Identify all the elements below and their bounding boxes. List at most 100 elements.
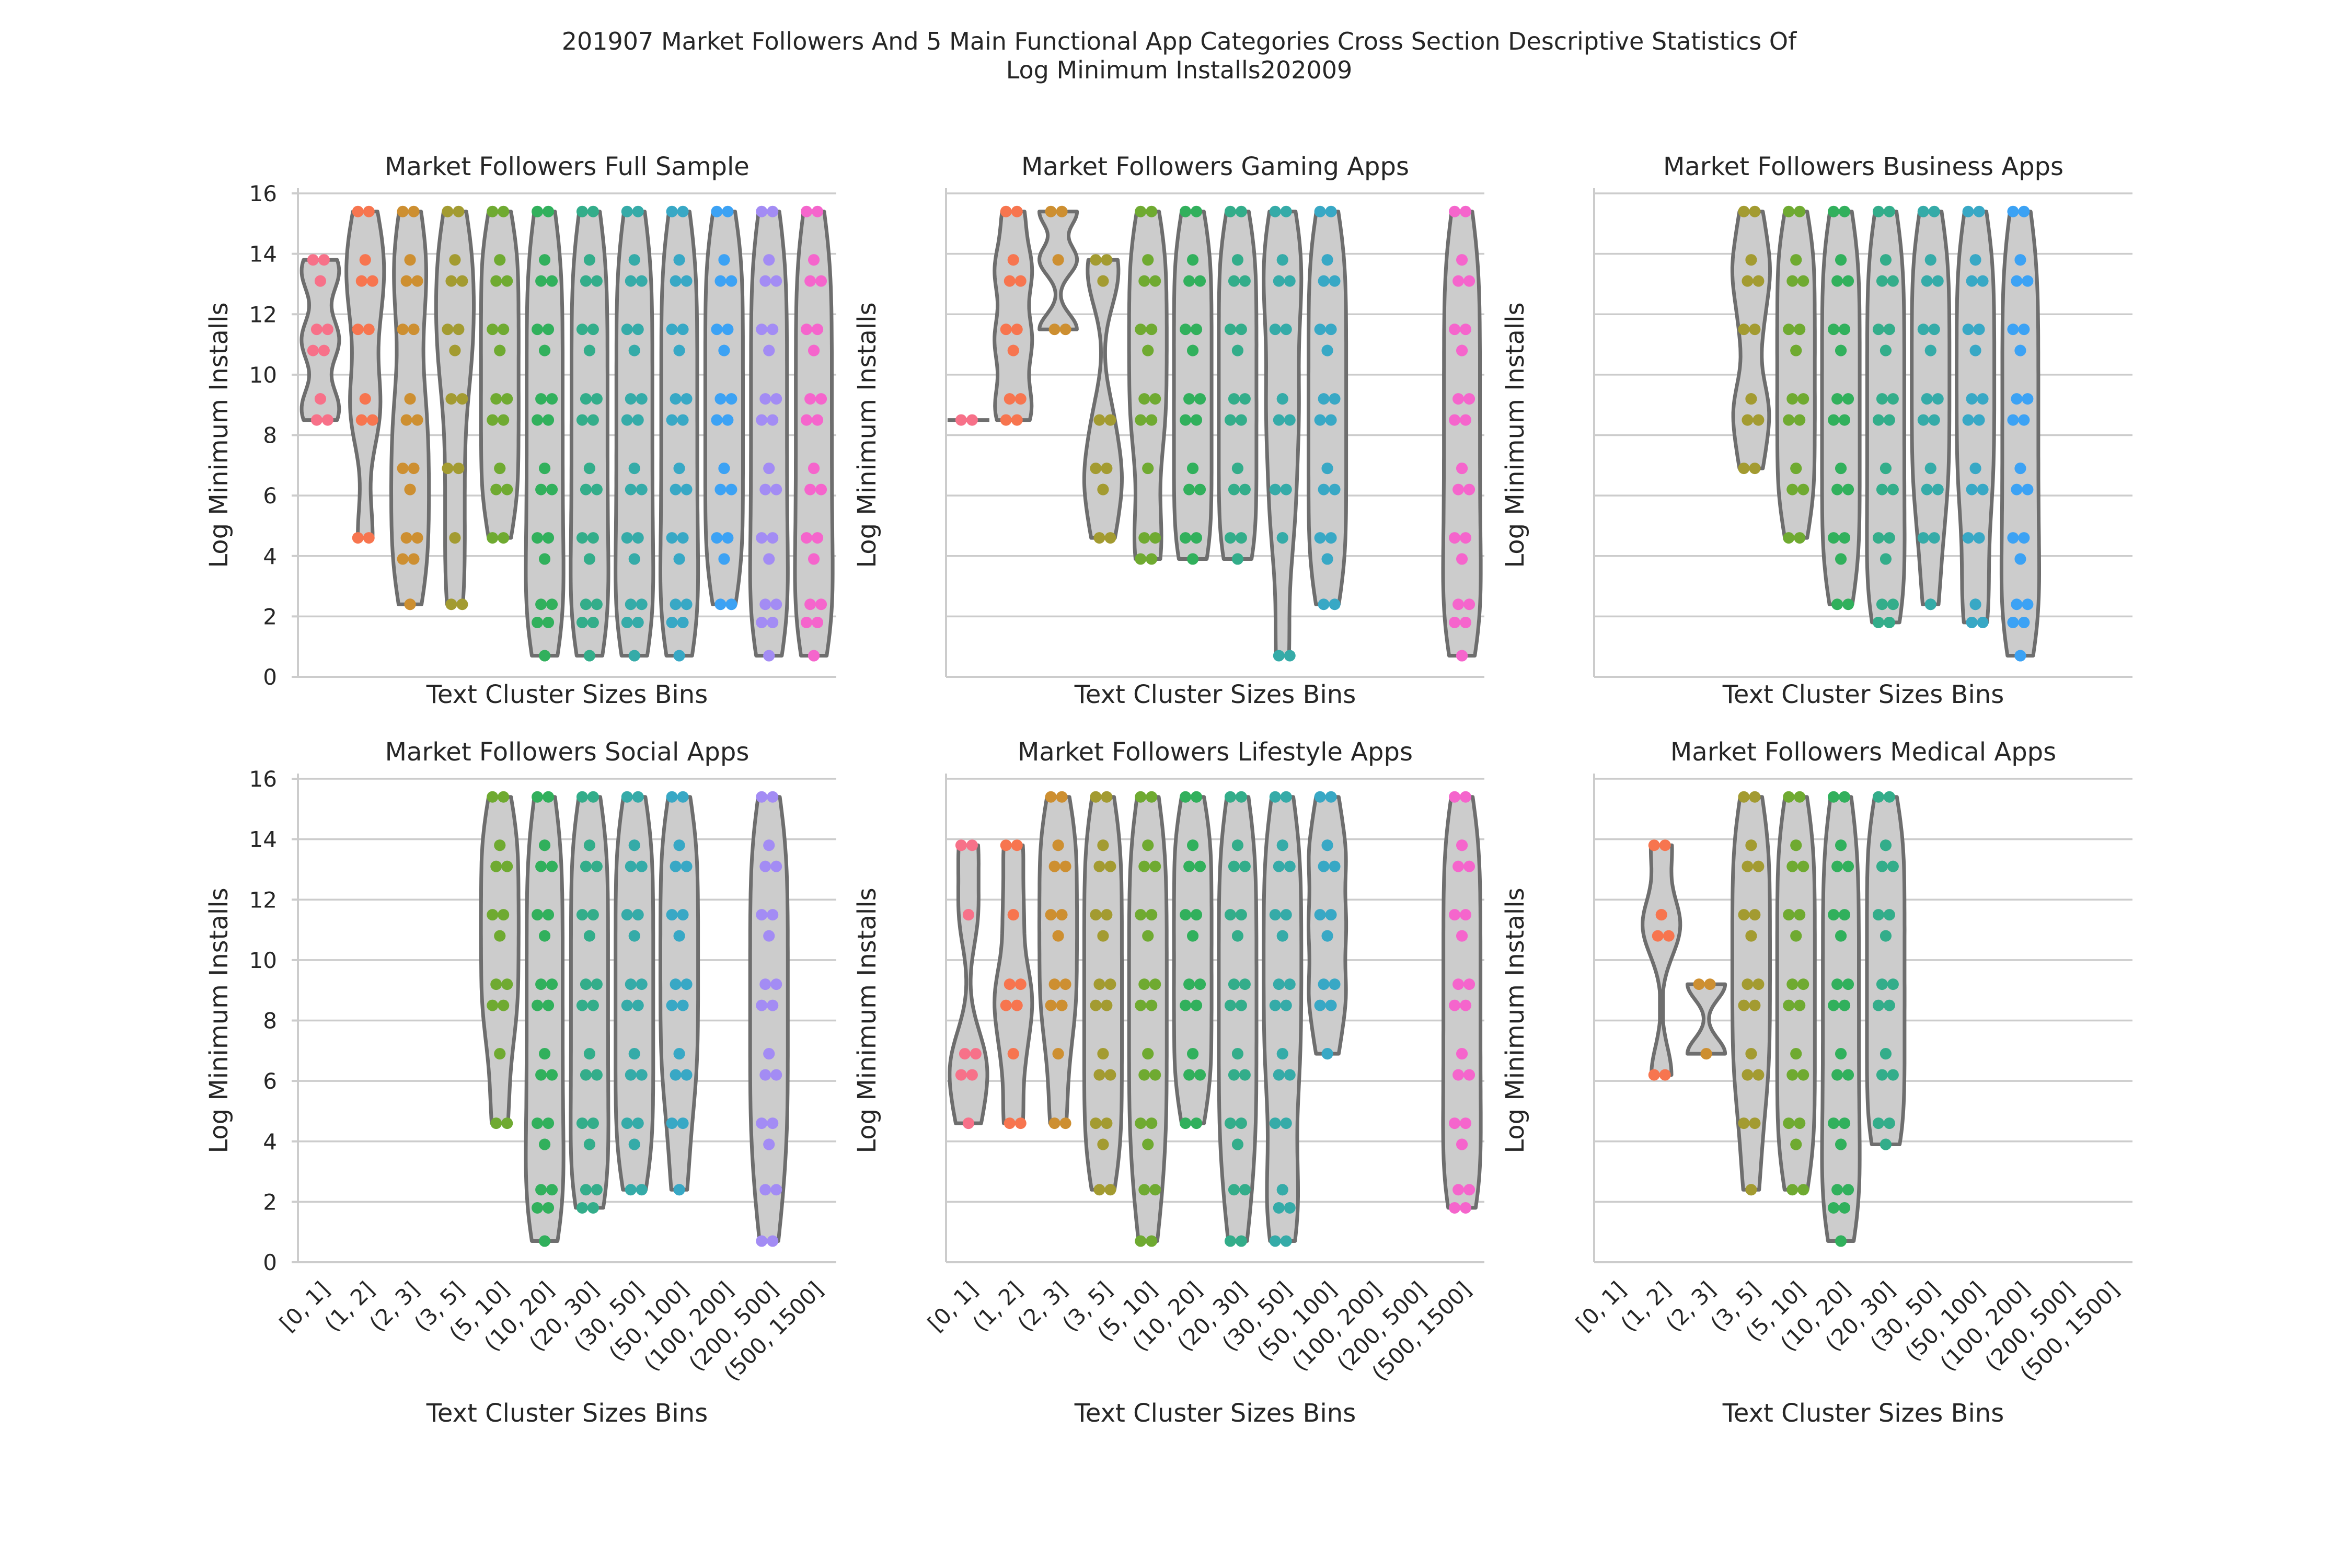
data-point (1460, 999, 1472, 1011)
data-point (1883, 1117, 1895, 1129)
data-point (1880, 254, 1892, 266)
data-point (1693, 978, 1705, 990)
data-point (1794, 324, 1806, 336)
data-point (543, 909, 555, 921)
data-point (756, 414, 768, 426)
data-point (1231, 930, 1243, 942)
violin (1262, 210, 1304, 658)
data-point (366, 275, 378, 287)
data-point (490, 275, 502, 287)
data-point (1839, 791, 1851, 803)
data-point (632, 414, 644, 426)
data-point (494, 930, 506, 942)
y-tick-label: 4 (263, 544, 277, 569)
data-point (756, 324, 768, 336)
data-point (442, 463, 454, 475)
data-point (1463, 860, 1475, 872)
data-point (718, 254, 730, 266)
data-point (449, 254, 461, 266)
data-point (1783, 999, 1795, 1011)
data-point (1101, 254, 1113, 266)
data-point (1014, 275, 1027, 287)
y-axis-label: Log Minimum Installs (204, 302, 234, 568)
data-point (1090, 1117, 1102, 1129)
data-point (397, 205, 409, 217)
data-point (487, 205, 499, 217)
data-point (442, 205, 454, 217)
data-point (621, 324, 633, 336)
data-point (1828, 909, 1840, 921)
data-point (1966, 275, 1978, 287)
x-axis-label: Text Cluster Sizes Bins (1074, 1399, 1356, 1428)
data-point (1887, 483, 1899, 495)
data-point (1276, 1048, 1288, 1060)
data-point (487, 909, 499, 921)
data-point (1183, 1069, 1195, 1081)
data-point (966, 839, 978, 851)
violin (1730, 795, 1772, 1192)
data-point (1014, 978, 1027, 990)
data-point (1839, 205, 1851, 217)
data-point (397, 553, 409, 565)
data-point (539, 344, 551, 356)
data-point (628, 553, 640, 565)
data-point (543, 616, 555, 628)
data-point (404, 254, 416, 266)
data-point (1831, 978, 1843, 990)
data-point (1742, 978, 1754, 990)
data-point (1745, 930, 1757, 942)
y-tick-label: 12 (249, 887, 277, 913)
data-point (1794, 909, 1806, 921)
data-point (1831, 598, 1843, 610)
data-point (1135, 324, 1147, 336)
data-point (501, 1117, 513, 1129)
data-point (636, 860, 648, 872)
data-point (1831, 275, 1843, 287)
data-point (1969, 344, 1981, 356)
data-point (1138, 1184, 1150, 1196)
data-point (498, 999, 510, 1011)
data-point (400, 532, 412, 544)
data-point (1097, 1138, 1109, 1150)
data-point (670, 393, 682, 405)
data-point (1000, 205, 1012, 217)
data-point (1224, 1117, 1236, 1129)
data-point (1783, 909, 1795, 921)
data-point (756, 791, 768, 803)
data-point (1839, 1117, 1851, 1129)
data-point (1828, 1117, 1840, 1129)
data-point (1872, 205, 1884, 217)
data-point (1187, 839, 1199, 851)
data-point (2018, 532, 2030, 544)
data-point (670, 978, 682, 990)
violin (299, 258, 341, 422)
data-point (535, 1069, 547, 1081)
data-point (1842, 483, 1854, 495)
data-point (314, 275, 326, 287)
data-point (1842, 275, 1854, 287)
data-point (583, 1048, 595, 1060)
y-tick-label: 4 (263, 1129, 277, 1155)
data-point (1648, 1069, 1660, 1081)
data-point (1187, 930, 1199, 942)
data-point (2018, 324, 2030, 336)
data-point (1321, 463, 1333, 475)
panel-title: Market Followers Social Apps (385, 737, 750, 767)
data-point (1460, 791, 1472, 803)
y-tick-label: 6 (263, 1068, 277, 1094)
data-point (1239, 978, 1251, 990)
data-point (1059, 978, 1071, 990)
data-point (1187, 1048, 1199, 1060)
data-point (1880, 839, 1892, 851)
data-point (411, 414, 423, 426)
data-point (580, 598, 592, 610)
data-point (1104, 414, 1116, 426)
violin (1082, 795, 1124, 1192)
violin (614, 795, 655, 1192)
data-point (583, 650, 595, 662)
data-point (1460, 1117, 1472, 1129)
data-point (546, 978, 558, 990)
data-point (808, 553, 820, 565)
data-point (591, 978, 603, 990)
data-point (1794, 205, 1806, 217)
